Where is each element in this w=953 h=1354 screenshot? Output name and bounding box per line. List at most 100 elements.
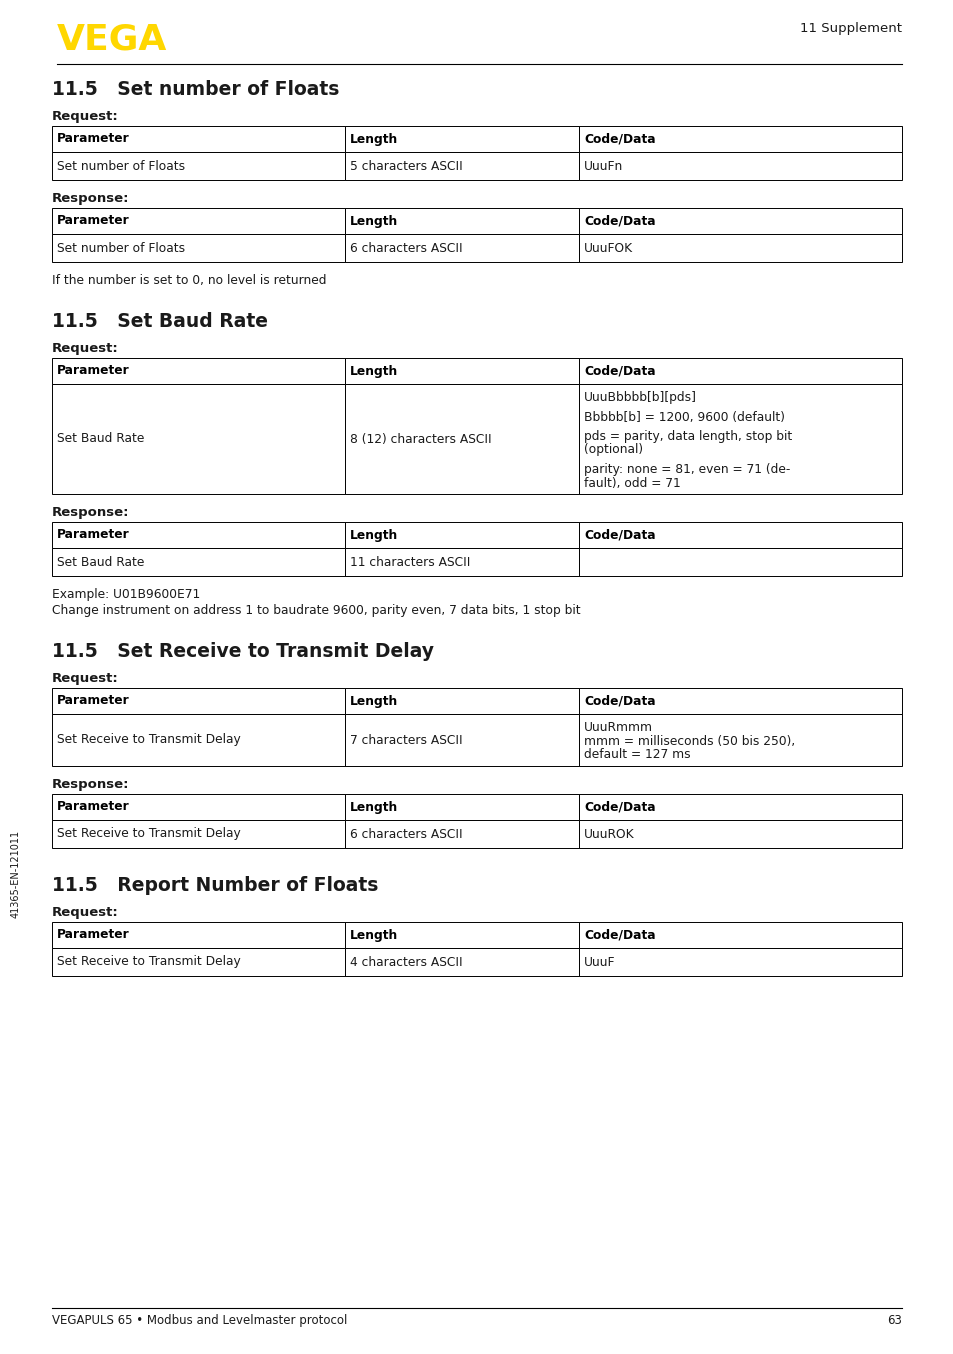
Bar	[52, 385, 345, 494]
Bar	[345, 126, 578, 152]
Text: 41365-EN-121011: 41365-EN-121011	[11, 830, 21, 918]
Text: Code/Data: Code/Data	[583, 364, 655, 378]
Text: Code/Data: Code/Data	[583, 800, 655, 814]
Text: Response:: Response:	[52, 506, 130, 519]
Text: 6 characters ASCII: 6 characters ASCII	[350, 827, 462, 841]
Text: Code/Data: Code/Data	[583, 214, 655, 227]
Text: 5 characters ASCII: 5 characters ASCII	[350, 160, 462, 172]
Text: 4 characters ASCII: 4 characters ASCII	[350, 956, 462, 968]
Text: Set Baud Rate: Set Baud Rate	[57, 555, 144, 569]
Bar	[578, 922, 901, 948]
Bar	[578, 688, 901, 714]
Text: Change instrument on address 1 to baudrate 9600, parity even, 7 data bits, 1 sto: Change instrument on address 1 to baudra…	[52, 604, 580, 617]
Text: 8 (12) characters ASCII: 8 (12) characters ASCII	[350, 432, 492, 445]
Text: 11 Supplement: 11 Supplement	[800, 22, 901, 35]
Bar	[52, 714, 345, 766]
Bar	[52, 922, 345, 948]
Text: Code/Data: Code/Data	[583, 929, 655, 941]
Text: Length: Length	[350, 214, 398, 227]
Text: Code/Data: Code/Data	[583, 133, 655, 145]
Text: mmm = milliseconds (50 bis 250),: mmm = milliseconds (50 bis 250),	[583, 734, 795, 747]
Bar	[52, 688, 345, 714]
Bar	[345, 714, 578, 766]
Text: Request:: Request:	[52, 906, 118, 919]
Text: Code/Data: Code/Data	[583, 528, 655, 542]
Bar	[52, 234, 345, 263]
Bar	[52, 793, 345, 821]
Bar	[52, 209, 345, 234]
Text: If the number is set to 0, no level is returned: If the number is set to 0, no level is r…	[52, 274, 326, 287]
Bar	[345, 548, 578, 575]
Bar	[345, 357, 578, 385]
Text: UuuBbbbb[b][pds]: UuuBbbbb[b][pds]	[583, 391, 697, 403]
Text: Parameter: Parameter	[57, 214, 130, 227]
Text: UuuROK: UuuROK	[583, 827, 634, 841]
Bar	[345, 385, 578, 494]
Text: UuuFn: UuuFn	[583, 160, 622, 172]
Text: Parameter: Parameter	[57, 133, 130, 145]
Bar	[578, 948, 901, 976]
Text: 63: 63	[886, 1313, 901, 1327]
Text: Request:: Request:	[52, 672, 118, 685]
Text: Example: U01B9600E71: Example: U01B9600E71	[52, 588, 200, 601]
Text: (optional): (optional)	[583, 444, 642, 456]
Bar	[578, 357, 901, 385]
Text: Length: Length	[350, 695, 398, 708]
Text: Response:: Response:	[52, 779, 130, 791]
Bar	[345, 821, 578, 848]
Bar	[345, 209, 578, 234]
Text: Parameter: Parameter	[57, 695, 130, 708]
Text: 11 characters ASCII: 11 characters ASCII	[350, 555, 470, 569]
Text: 11.5   Set number of Floats: 11.5 Set number of Floats	[52, 80, 339, 99]
Text: parity: none = 81, even = 71 (de-: parity: none = 81, even = 71 (de-	[583, 463, 789, 477]
Text: 7 characters ASCII: 7 characters ASCII	[350, 734, 462, 746]
Text: Parameter: Parameter	[57, 528, 130, 542]
Text: Length: Length	[350, 133, 398, 145]
Text: Length: Length	[350, 528, 398, 542]
Text: 11.5   Set Baud Rate: 11.5 Set Baud Rate	[52, 311, 268, 330]
Text: Code/Data: Code/Data	[583, 695, 655, 708]
Bar	[578, 793, 901, 821]
Bar	[345, 948, 578, 976]
Text: UuuRmmm: UuuRmmm	[583, 720, 652, 734]
Bar	[578, 821, 901, 848]
Text: VEGAPULS 65 • Modbus and Levelmaster protocol: VEGAPULS 65 • Modbus and Levelmaster pro…	[52, 1313, 347, 1327]
Bar	[578, 126, 901, 152]
Text: UuuFOK: UuuFOK	[583, 241, 633, 255]
Bar	[345, 922, 578, 948]
Bar	[345, 234, 578, 263]
Bar	[578, 209, 901, 234]
Text: Length: Length	[350, 800, 398, 814]
Text: 6 characters ASCII: 6 characters ASCII	[350, 241, 462, 255]
Bar	[578, 714, 901, 766]
Text: Parameter: Parameter	[57, 800, 130, 814]
Text: Bbbbb[b] = 1200, 9600 (default): Bbbbb[b] = 1200, 9600 (default)	[583, 410, 784, 424]
Text: fault), odd = 71: fault), odd = 71	[583, 477, 680, 490]
Bar	[345, 152, 578, 180]
Text: 11.5   Set Receive to Transmit Delay: 11.5 Set Receive to Transmit Delay	[52, 642, 434, 661]
Text: UuuF: UuuF	[583, 956, 615, 968]
Text: Parameter: Parameter	[57, 929, 130, 941]
Bar	[52, 548, 345, 575]
Bar	[345, 523, 578, 548]
Text: 11.5   Report Number of Floats: 11.5 Report Number of Floats	[52, 876, 378, 895]
Bar	[578, 385, 901, 494]
Text: Response:: Response:	[52, 192, 130, 204]
Text: Request:: Request:	[52, 343, 118, 355]
Text: Set number of Floats: Set number of Floats	[57, 160, 185, 172]
Bar	[578, 523, 901, 548]
Bar	[345, 688, 578, 714]
Text: Length: Length	[350, 929, 398, 941]
Bar	[52, 357, 345, 385]
Text: pds = parity, data length, stop bit: pds = parity, data length, stop bit	[583, 431, 791, 443]
Text: Set Receive to Transmit Delay: Set Receive to Transmit Delay	[57, 956, 240, 968]
Text: Request:: Request:	[52, 110, 118, 123]
Text: Set Receive to Transmit Delay: Set Receive to Transmit Delay	[57, 734, 240, 746]
Text: Set Receive to Transmit Delay: Set Receive to Transmit Delay	[57, 827, 240, 841]
Text: Length: Length	[350, 364, 398, 378]
Bar	[345, 793, 578, 821]
Bar	[578, 152, 901, 180]
Bar	[52, 821, 345, 848]
Text: Set Baud Rate: Set Baud Rate	[57, 432, 144, 445]
Bar	[52, 523, 345, 548]
